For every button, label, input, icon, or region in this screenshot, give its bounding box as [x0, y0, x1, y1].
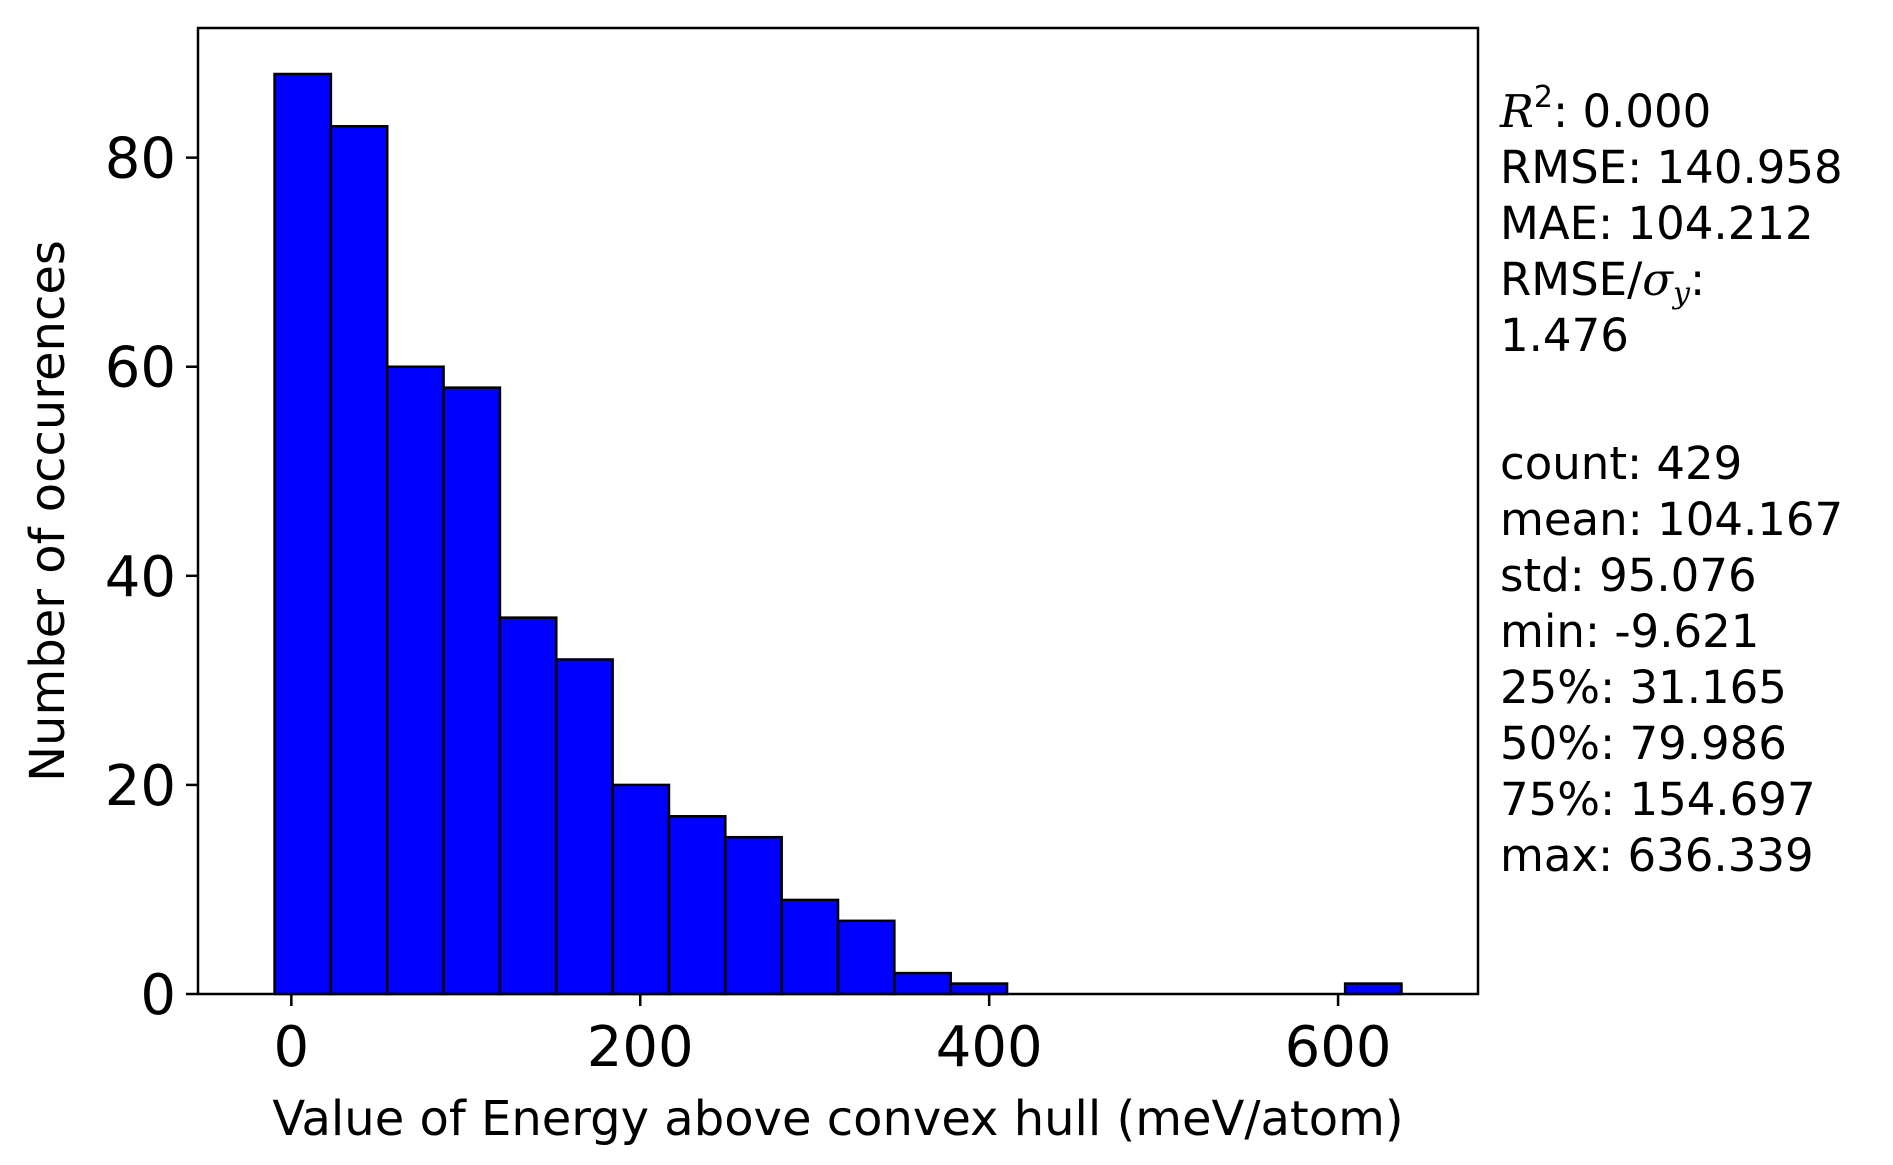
mean-stat: mean: 104.167: [1500, 493, 1844, 546]
histogram-bar-5: [555, 658, 614, 996]
histogram-bars: [273, 72, 1403, 996]
histogram-bar-4: [498, 616, 558, 996]
y-tick-label: 60: [105, 336, 176, 401]
y-tick-label: 40: [105, 545, 176, 610]
x-tick-label: 200: [587, 1015, 694, 1080]
r2-superscript: 2: [1533, 80, 1553, 115]
sigma-subscript: y: [1672, 276, 1690, 311]
histogram-bar-1: [329, 125, 389, 996]
rmse-sigma-label: RMSE/σy:: [1500, 252, 1843, 311]
p50-stat: 50%: 79.986: [1500, 717, 1787, 770]
std-stat: std: 95.076: [1500, 549, 1757, 602]
histogram-bar-12: [949, 982, 1009, 996]
y-tick-label: 80: [105, 127, 176, 192]
rmse-stat: RMSE: 140.958: [1500, 141, 1843, 194]
x-tick-label: 400: [936, 1015, 1043, 1080]
min-stat: min: -9.621: [1500, 605, 1760, 658]
histogram-bar-7: [667, 815, 727, 996]
histogram-bar-13: [1343, 982, 1403, 996]
histogram-bar-9: [780, 898, 840, 996]
rmse-sigma-prefix: RMSE/: [1500, 253, 1643, 306]
r2-symbol: R: [1500, 85, 1534, 138]
r2-value: : 0.000: [1552, 85, 1712, 138]
y-axis-ticks: 0 20 40 60 80: [105, 127, 198, 1028]
y-axis-label: Number of occurences: [20, 240, 76, 782]
histogram-bar-8: [724, 835, 783, 996]
y-tick-label: 20: [105, 754, 176, 819]
histogram-bar-2: [385, 365, 445, 996]
sigma-symbol: σ: [1642, 253, 1673, 306]
histogram-bar-11: [893, 971, 952, 996]
histogram-bar-0: [273, 72, 333, 996]
stats-spacer: [1500, 364, 1843, 436]
statistics-panel: R2: 0.000 RMSE: 140.958 MAE: 104.212 RMS…: [1500, 83, 1844, 884]
x-axis-ticks: 0 200 400 600: [274, 994, 1392, 1080]
max-stat: max: 636.339: [1500, 829, 1814, 882]
x-tick-label: 600: [1285, 1015, 1392, 1080]
plot-frame: [196, 26, 1480, 996]
count-stat: count: 429: [1500, 437, 1743, 490]
p25-stat: 25%: 31.165: [1500, 661, 1787, 714]
mae-stat: MAE: 104.212: [1500, 197, 1814, 250]
r2-stat: R2: 0.000: [1500, 83, 1843, 140]
x-axis-label: Value of Energy above convex hull (meV/a…: [272, 1091, 1403, 1147]
histogram-bar-6: [611, 783, 671, 996]
rmse-sigma-colon: :: [1689, 253, 1706, 306]
x-tick-label: 0: [274, 1015, 310, 1080]
rmse-sigma-value: 1.476: [1500, 309, 1629, 362]
y-tick-label: 0: [140, 963, 176, 1028]
histogram-bar-10: [836, 919, 896, 996]
histogram-bar-3: [442, 386, 502, 996]
p75-stat: 75%: 154.697: [1500, 773, 1816, 826]
